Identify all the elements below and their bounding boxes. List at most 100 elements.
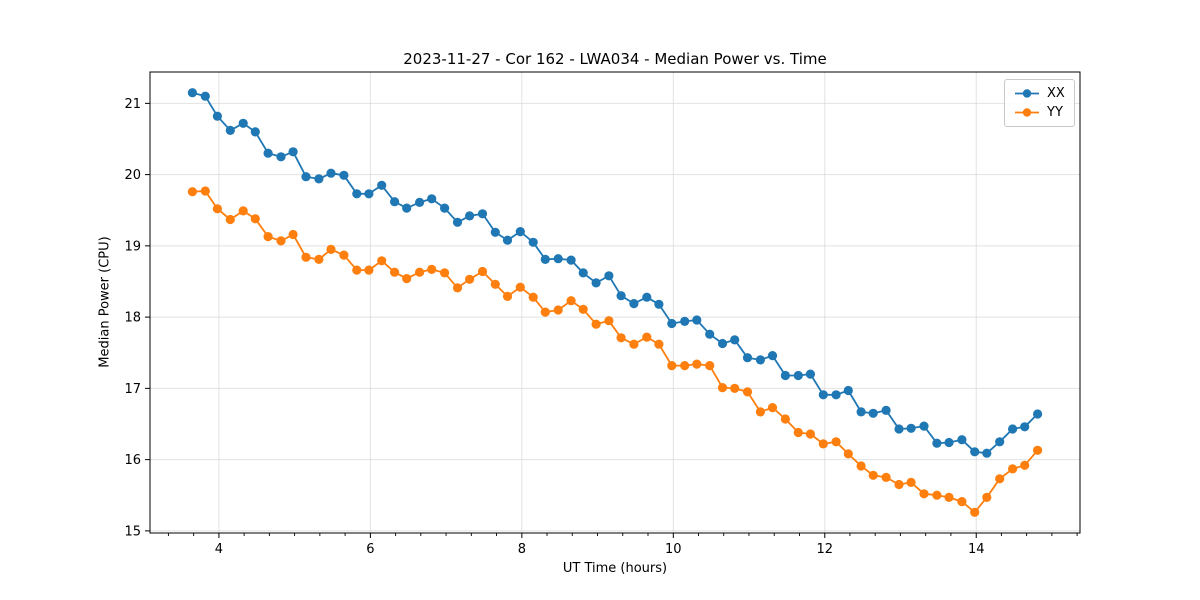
series-marker-yy	[301, 252, 311, 262]
series-marker-yy	[1008, 464, 1018, 474]
chart-title: 2023-11-27 - Cor 162 - LWA034 - Median P…	[403, 50, 827, 68]
series-marker-yy	[894, 479, 904, 490]
series-marker-yy	[390, 267, 400, 277]
series-marker-yy	[957, 497, 967, 507]
series-marker-xx	[314, 174, 324, 184]
series-marker-yy	[818, 439, 828, 449]
plot-border	[149, 71, 1081, 534]
series-marker-xx	[225, 125, 235, 135]
series-marker-yy	[1020, 460, 1030, 470]
series-marker-yy	[642, 332, 652, 342]
series-marker-yy	[591, 319, 601, 329]
series-marker-xx	[831, 390, 841, 400]
series-marker-xx	[932, 438, 942, 448]
series-marker-yy	[314, 254, 324, 264]
legend-label-xx: XX	[1047, 86, 1065, 101]
series-marker-yy	[553, 305, 563, 315]
series-marker-yy	[705, 361, 715, 371]
series-marker-yy	[692, 359, 702, 369]
series-marker-yy	[477, 266, 488, 277]
series-marker-xx	[288, 147, 298, 157]
series-marker-yy	[970, 507, 980, 517]
series-marker-xx	[868, 408, 878, 418]
series-marker-xx	[477, 209, 488, 219]
series-marker-xx	[881, 405, 891, 415]
series-marker-xx	[944, 437, 954, 448]
legend-item-xx: XX	[1014, 84, 1065, 103]
series-marker-xx	[440, 203, 450, 213]
series-marker-yy	[352, 265, 362, 275]
series-marker-yy	[440, 268, 450, 278]
series-marker-xx	[553, 254, 563, 264]
series-marker-yy	[629, 339, 639, 349]
series-marker-yy	[490, 279, 500, 289]
series-marker-yy	[793, 427, 803, 438]
legend-label-yy: YY	[1047, 105, 1063, 120]
series-marker-xx	[856, 407, 866, 417]
series-marker-xx	[415, 197, 425, 207]
series-marker-yy	[515, 282, 525, 292]
y-tick-label: 18	[124, 311, 141, 326]
series-marker-yy	[856, 461, 866, 471]
series-marker-xx	[276, 152, 286, 162]
series-marker-yy	[263, 232, 273, 242]
series-line-xx	[192, 91, 1039, 455]
series-marker-xx	[1008, 424, 1018, 434]
series-marker-yy	[680, 361, 690, 371]
series-marker-xx	[616, 291, 626, 301]
series-marker-yy	[742, 387, 753, 397]
series-marker-yy	[339, 250, 349, 260]
series-marker-xx	[755, 355, 766, 365]
series-marker-yy	[402, 274, 412, 284]
x-axis-label: UT Time (hours)	[562, 561, 668, 576]
series-marker-yy	[326, 244, 336, 254]
x-tick-label: 14	[968, 542, 985, 557]
series-marker-yy	[932, 490, 942, 500]
series-marker-yy	[377, 256, 387, 266]
series-marker-xx	[730, 335, 740, 345]
series-marker-xx	[465, 211, 475, 221]
series-marker-yy	[881, 472, 891, 482]
series-marker-xx	[894, 424, 904, 434]
legend: XX YY	[1004, 79, 1075, 127]
series-marker-xx	[200, 91, 210, 101]
series-marker-xx	[238, 118, 248, 128]
series-marker-yy	[843, 449, 853, 459]
series-marker-xx	[250, 127, 260, 137]
series-marker-xx	[780, 370, 791, 381]
series-marker-xx	[326, 168, 336, 178]
series-marker-xx	[667, 318, 677, 329]
series-marker-xx	[767, 351, 778, 361]
series-marker-xx	[793, 370, 803, 381]
series-marker-yy	[415, 267, 425, 277]
legend-line-marker-yy	[1015, 108, 1039, 117]
x-tick-label: 12	[817, 542, 834, 557]
series-marker-yy	[616, 333, 626, 343]
series-marker-xx	[604, 271, 614, 281]
series-marker-yy	[831, 437, 841, 447]
series-marker-yy	[919, 489, 929, 499]
y-tick-label: 20	[124, 168, 141, 183]
series-marker-yy	[717, 383, 728, 393]
series-marker-xx	[591, 278, 601, 288]
series-marker-xx	[352, 189, 362, 199]
x-tick-label: 10	[665, 542, 682, 557]
series-marker-yy	[566, 296, 576, 306]
series-marker-yy	[288, 229, 298, 240]
series-marker-yy	[944, 492, 954, 502]
series-marker-xx	[339, 170, 349, 180]
series-marker-xx	[402, 203, 412, 213]
series-marker-yy	[604, 316, 614, 326]
series-marker-xx	[642, 292, 652, 302]
series-marker-xx	[982, 448, 992, 458]
series-marker-xx	[578, 268, 588, 278]
series-marker-xx	[364, 189, 374, 199]
series-marker-yy	[906, 477, 916, 487]
series-marker-yy	[250, 214, 260, 224]
series-marker-xx	[502, 235, 513, 245]
series-marker-yy	[982, 492, 992, 502]
series-marker-yy	[780, 414, 791, 424]
y-tick-label: 15	[124, 524, 141, 539]
